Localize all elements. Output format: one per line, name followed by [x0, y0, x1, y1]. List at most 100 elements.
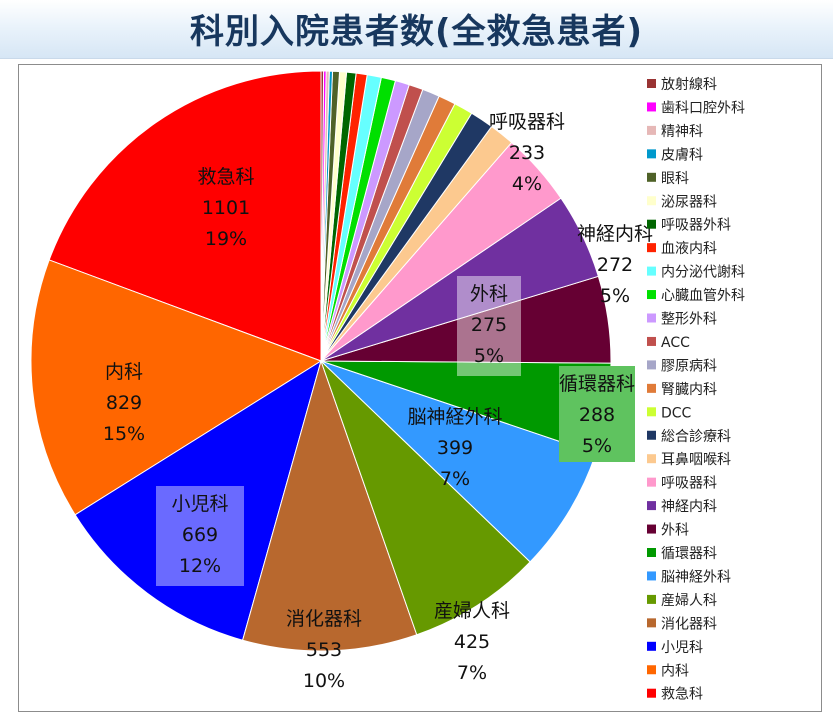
legend-item: 救急科 [647, 687, 703, 703]
legend-item: 耳鼻咽喉科 [647, 451, 731, 468]
legend-item: 腎臓内科 [647, 382, 717, 398]
legend-swatch [647, 594, 656, 604]
legend-swatch [647, 477, 656, 487]
legend-item: 脳神経外科 [647, 569, 731, 585]
legend-item: 整形外科 [647, 312, 717, 328]
legend-item: 神経内科 [647, 499, 717, 515]
legend-item: 泌尿器科 [647, 194, 717, 210]
legend-item: 歯科口腔外科 [647, 100, 745, 116]
legend-swatch [647, 430, 656, 440]
chart-frame: 救急科 1101 19% 内科 829 15% 小児科 669 12% 消化器科 553 10% 産婦人… [18, 64, 822, 712]
data-label: 脳神経外科 399 7% [407, 406, 502, 490]
data-label-box [559, 366, 635, 462]
pie-slice [320, 360, 531, 636]
pie-slice [320, 70, 325, 362]
legend-item: 血液内科 [647, 241, 717, 257]
legend-item: 膠原病科 [647, 358, 717, 374]
legend-item: 内分泌代謝科 [647, 265, 745, 281]
data-label-percent: 12% [179, 555, 221, 577]
legend-swatch [647, 266, 656, 276]
data-label-percent: 10% [303, 670, 345, 692]
legend-swatch [647, 313, 656, 323]
data-label-name: 内科 [105, 361, 143, 383]
data-labels: 救急科 1101 19% 内科 829 15% 小児科 669 12% 消化器科 553 10% 産婦人… [103, 111, 653, 692]
legend-label: 精神科 [661, 124, 703, 140]
pie-slice [48, 70, 322, 362]
legend-item: ACC [647, 335, 690, 351]
legend-swatch [647, 501, 656, 511]
data-label: 循環器科 288 5% [559, 366, 635, 462]
data-label-value: 288 [579, 404, 615, 426]
legend-swatch [647, 571, 656, 581]
legend-label: 消化器科 [661, 616, 717, 632]
legend-label: 呼吸器外科 [661, 218, 731, 234]
data-label-percent: 7% [440, 468, 470, 490]
legend-label: 産婦人科 [661, 592, 717, 609]
legend-label: 心臓血管外科 [661, 288, 745, 304]
data-label-name: 小児科 [171, 493, 228, 515]
data-label-percent: 7% [457, 662, 487, 684]
legend-label: 救急科 [661, 687, 703, 703]
legend-swatch [647, 454, 656, 464]
legend-label: 循環器科 [661, 546, 717, 562]
data-label-name: 神経内科 [577, 223, 653, 245]
legend-swatch [647, 102, 656, 112]
legend-label: 内分泌代謝科 [661, 265, 745, 281]
legend-label: 腎臓内科 [661, 382, 717, 398]
legend-label: 脳神経外科 [661, 569, 731, 585]
data-label-percent: 15% [103, 423, 145, 445]
data-label-box [457, 276, 521, 376]
legend-label: 歯科口腔外科 [661, 100, 745, 116]
legend-item: 呼吸器外科 [647, 218, 731, 234]
legend-swatch [647, 219, 656, 229]
legend-swatch [647, 243, 656, 253]
legend-swatch [647, 407, 656, 417]
legend-label: 放射線科 [661, 77, 717, 93]
legend-label: 膠原病科 [661, 358, 717, 374]
data-label-percent: 5% [582, 435, 612, 457]
data-label-box [156, 486, 244, 586]
data-label: 産婦人科 425 7% [434, 600, 510, 684]
legend-item: 眼科 [647, 171, 689, 187]
legend-swatch [647, 548, 656, 557]
legend-label: 眼科 [661, 171, 689, 187]
legend-item: 小児科 [647, 640, 703, 656]
data-label: 小児科 669 12% [156, 486, 244, 586]
legend-swatch [647, 618, 656, 628]
legend-swatch [647, 641, 656, 651]
data-label-percent: 5% [600, 285, 630, 307]
legend-label: 内科 [661, 663, 689, 679]
legend-swatch [647, 290, 656, 300]
legend-label: 皮膚科 [661, 147, 703, 163]
legend-swatch [647, 125, 656, 135]
legend-swatch [647, 665, 656, 675]
legend-item: 皮膚科 [647, 147, 703, 163]
data-label-value: 272 [597, 254, 633, 276]
legend-label: 耳鼻咽喉科 [661, 451, 731, 468]
legend-swatch [647, 383, 656, 393]
legend-swatch [647, 172, 656, 182]
legend-item: 消化器科 [647, 616, 717, 632]
data-label-name: 消化器科 [286, 608, 362, 630]
pie-slice [242, 359, 418, 652]
data-label-name: 外科 [470, 283, 508, 305]
data-label-value: 275 [471, 314, 507, 336]
legend-swatch [647, 524, 656, 534]
legend-item: 内科 [647, 663, 689, 679]
legend-label: 総合診療科 [661, 428, 731, 445]
legend-item: 循環器科 [647, 546, 717, 562]
legend-swatch [647, 79, 656, 88]
data-label: 外科 275 5% [457, 276, 521, 376]
data-label-value: 829 [106, 392, 142, 414]
data-label-percent: 19% [205, 228, 247, 250]
legend-label: 呼吸器科 [661, 476, 717, 492]
legend-label: 神経内科 [661, 499, 717, 515]
legend-label: 小児科 [661, 640, 703, 656]
legend-swatch [647, 196, 656, 206]
data-label-value: 425 [454, 631, 490, 653]
legend-item: 心臓血管外科 [647, 288, 745, 304]
pie-slice [30, 259, 323, 516]
data-label: 消化器科 553 10% [286, 608, 362, 692]
legend-item: DCC [647, 405, 692, 421]
legend-item: 精神科 [647, 124, 703, 140]
